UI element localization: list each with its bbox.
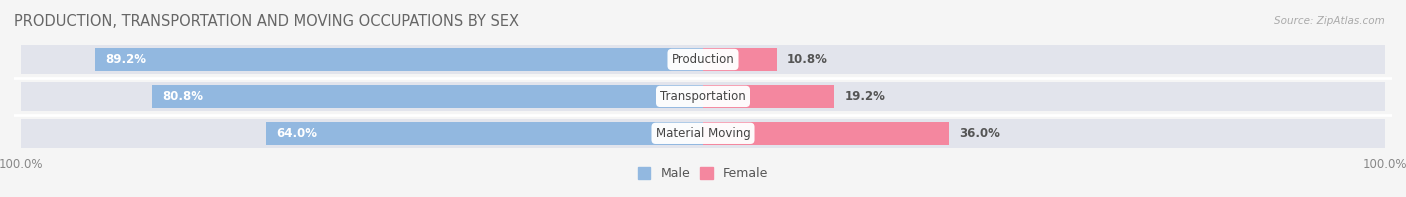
Text: Material Moving: Material Moving <box>655 127 751 140</box>
Text: Production: Production <box>672 53 734 66</box>
Bar <box>94 48 703 71</box>
Text: 89.2%: 89.2% <box>105 53 146 66</box>
Text: Transportation: Transportation <box>661 90 745 103</box>
Text: 64.0%: 64.0% <box>277 127 318 140</box>
Bar <box>21 82 1385 111</box>
Text: 10.8%: 10.8% <box>787 53 828 66</box>
Text: Source: ZipAtlas.com: Source: ZipAtlas.com <box>1274 16 1385 26</box>
Bar <box>703 122 949 145</box>
Bar <box>21 119 1385 148</box>
Text: 19.2%: 19.2% <box>844 90 884 103</box>
Text: 80.8%: 80.8% <box>162 90 202 103</box>
Legend: Male, Female: Male, Female <box>633 162 773 185</box>
Bar <box>152 85 703 108</box>
Bar <box>703 48 776 71</box>
Bar <box>703 85 834 108</box>
Bar <box>267 122 703 145</box>
Text: 36.0%: 36.0% <box>959 127 1000 140</box>
Text: PRODUCTION, TRANSPORTATION AND MOVING OCCUPATIONS BY SEX: PRODUCTION, TRANSPORTATION AND MOVING OC… <box>14 14 519 29</box>
Bar <box>21 45 1385 74</box>
